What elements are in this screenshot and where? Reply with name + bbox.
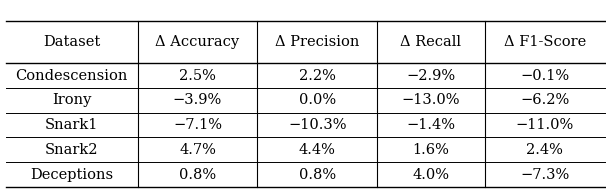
Text: 0.8%: 0.8% — [179, 168, 216, 181]
Text: Dataset: Dataset — [43, 35, 101, 49]
Text: −0.1%: −0.1% — [520, 69, 569, 83]
Text: 2.2%: 2.2% — [299, 69, 336, 83]
Text: 0.8%: 0.8% — [299, 168, 336, 181]
Text: Irony: Irony — [52, 93, 92, 107]
Text: 4.4%: 4.4% — [299, 143, 336, 157]
Text: 2.5%: 2.5% — [179, 69, 216, 83]
Text: Δ F1-Score: Δ F1-Score — [504, 35, 586, 49]
Text: −13.0%: −13.0% — [402, 93, 460, 107]
Text: Δ Precision: Δ Precision — [275, 35, 359, 49]
Text: −2.9%: −2.9% — [407, 69, 456, 83]
Text: Condescension: Condescension — [16, 69, 128, 83]
Text: −3.9%: −3.9% — [173, 93, 222, 107]
Text: Snark2: Snark2 — [45, 143, 99, 157]
Text: 4.0%: 4.0% — [413, 168, 450, 181]
Text: −7.1%: −7.1% — [173, 118, 222, 132]
Text: 2.4%: 2.4% — [526, 143, 563, 157]
Text: −1.4%: −1.4% — [407, 118, 456, 132]
Text: −10.3%: −10.3% — [288, 118, 347, 132]
Text: −6.2%: −6.2% — [520, 93, 570, 107]
Text: −11.0%: −11.0% — [516, 118, 574, 132]
Text: Deceptions: Deceptions — [30, 168, 113, 181]
Text: 1.6%: 1.6% — [413, 143, 450, 157]
Text: Δ Recall: Δ Recall — [401, 35, 462, 49]
Text: 4.7%: 4.7% — [179, 143, 216, 157]
Text: −7.3%: −7.3% — [520, 168, 570, 181]
Text: Δ Accuracy: Δ Accuracy — [155, 35, 239, 49]
Text: 0.0%: 0.0% — [299, 93, 336, 107]
Text: Snark1: Snark1 — [45, 118, 98, 132]
